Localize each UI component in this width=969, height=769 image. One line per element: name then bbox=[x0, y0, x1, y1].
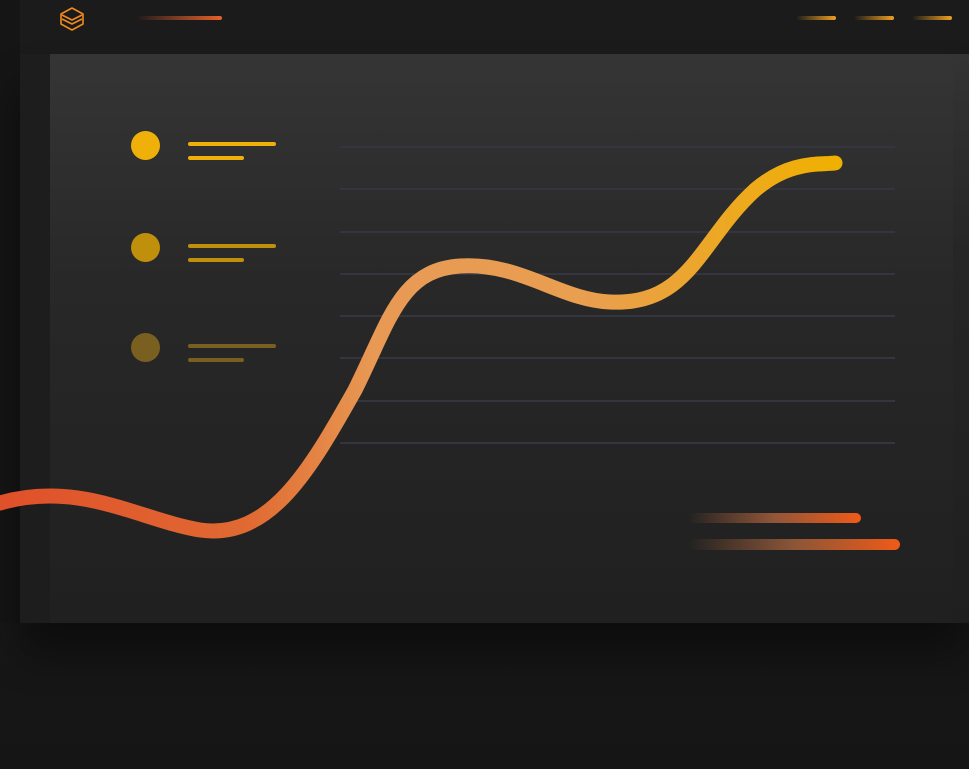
legend-label-2 bbox=[188, 244, 276, 248]
progress-bar-2 bbox=[688, 539, 900, 550]
card-left-edge bbox=[20, 54, 50, 623]
legend-sublabel-2 bbox=[188, 258, 244, 262]
left-edge bbox=[0, 0, 20, 623]
legend-sublabel-3 bbox=[188, 358, 244, 362]
progress-bar-1 bbox=[688, 513, 861, 523]
nav-link-3[interactable] bbox=[912, 16, 952, 20]
legend-sublabel-1 bbox=[188, 156, 244, 160]
top-nav bbox=[0, 0, 969, 40]
legend-item-2 bbox=[130, 233, 290, 267]
nav-link-2[interactable] bbox=[854, 16, 894, 20]
legend-label-3 bbox=[188, 344, 276, 348]
legend-label-1 bbox=[188, 142, 276, 146]
legend-dot-1 bbox=[131, 131, 160, 160]
legend-dot-3 bbox=[131, 333, 160, 362]
brand-name-placeholder[interactable] bbox=[136, 16, 222, 20]
layers-hexagon-icon[interactable] bbox=[58, 6, 86, 32]
legend-dot-2 bbox=[131, 233, 160, 262]
nav-link-1[interactable] bbox=[796, 16, 836, 20]
legend-item-3 bbox=[130, 333, 290, 367]
legend-item-1 bbox=[130, 131, 290, 165]
